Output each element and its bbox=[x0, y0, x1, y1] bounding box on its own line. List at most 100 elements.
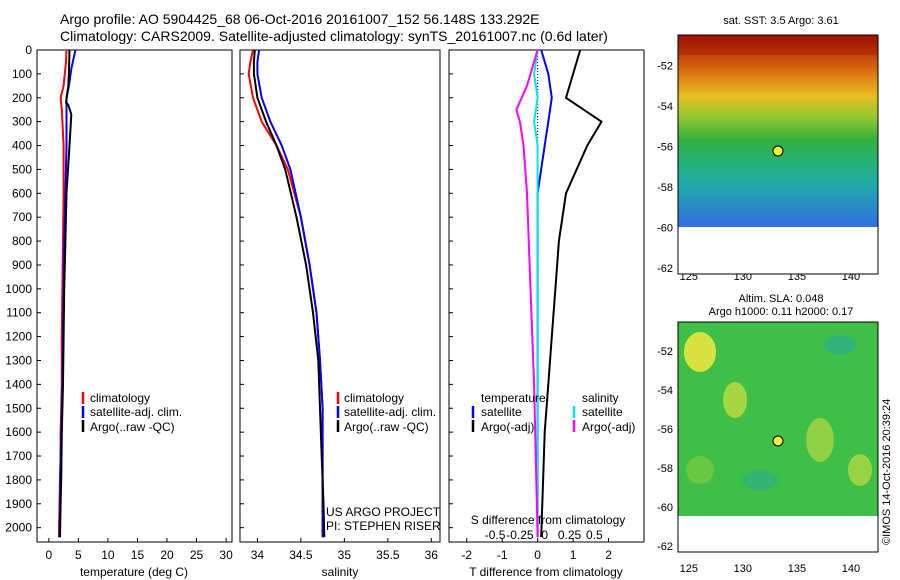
depth-tick-label: 200 bbox=[12, 91, 32, 105]
series-line bbox=[533, 49, 539, 538]
x-tick-label: 36 bbox=[425, 548, 439, 562]
x-tick-top-label: 0.25 bbox=[558, 528, 582, 542]
sla-map-texture bbox=[684, 332, 872, 490]
salinity-axis-label: salinity bbox=[322, 565, 359, 579]
x-tick-label: 2 bbox=[605, 548, 612, 562]
x-tick-label: 34.5 bbox=[289, 548, 313, 562]
legend-climatology: climatology bbox=[344, 391, 404, 405]
lon-tick-label: 125 bbox=[680, 563, 698, 575]
lat-tick-label: -56 bbox=[657, 424, 673, 436]
depth-tick-label: 1900 bbox=[5, 497, 32, 511]
x-tick-label: -2 bbox=[461, 548, 472, 562]
legend-argo: Argo(..raw -QC) bbox=[90, 420, 175, 434]
salinity-legend: climatology satellite-adj. clim. Argo(..… bbox=[336, 391, 436, 434]
legend-argo: Argo(..raw -QC) bbox=[344, 420, 429, 434]
lat-tick-label: -60 bbox=[657, 222, 673, 234]
lon-tick-label: 130 bbox=[734, 563, 752, 575]
depth-tick-label: 800 bbox=[12, 234, 32, 248]
series-line bbox=[540, 49, 603, 538]
legend-s-argo: Argo(-adj) bbox=[582, 420, 635, 434]
depth-tick-label: 700 bbox=[12, 210, 32, 224]
difference-panel bbox=[448, 49, 645, 543]
sla-map-title-1: Altim. SLA: 0.048 bbox=[739, 293, 824, 305]
sla-map-frame bbox=[677, 321, 879, 553]
depth-tick-label: 1600 bbox=[5, 425, 32, 439]
climatology-subtitle: Climatology: CARS2009. Satellite-adjuste… bbox=[60, 28, 608, 44]
legend-t-satellite: satellite bbox=[481, 405, 522, 419]
series-line bbox=[247, 49, 324, 538]
project-annotation: US ARGO PROJECT bbox=[326, 505, 441, 519]
s-difference-axis-label: S difference from climatology bbox=[471, 513, 626, 527]
legend-satellite: satellite-adj. clim. bbox=[90, 405, 182, 419]
legend-climatology: climatology bbox=[90, 391, 150, 405]
x-tick-label: 35 bbox=[338, 548, 352, 562]
lat-tick-label: -54 bbox=[657, 101, 673, 113]
depth-tick-label: 300 bbox=[12, 115, 32, 129]
depth-tick-label: 1500 bbox=[5, 401, 32, 415]
series-line bbox=[252, 49, 326, 538]
sst-map-image bbox=[678, 35, 878, 227]
x-tick-top-label: 0.5 bbox=[586, 528, 603, 542]
x-tick-top-label: -0.5 bbox=[485, 528, 506, 542]
depth-tick-label: 600 bbox=[12, 186, 32, 200]
legend-salinity-heading: salinity bbox=[582, 391, 619, 405]
sst-map-frame bbox=[677, 34, 879, 275]
lat-tick-label: -54 bbox=[657, 385, 673, 397]
legend-satellite: satellite-adj. clim. bbox=[344, 405, 436, 419]
sst-map-title: sat. SST: 3.5 Argo: 3.61 bbox=[723, 15, 839, 27]
x-tick-label: 35.5 bbox=[376, 548, 400, 562]
x-tick-label: 25 bbox=[190, 548, 204, 562]
lat-tick-label: -56 bbox=[657, 141, 673, 153]
depth-tick-label: 1300 bbox=[5, 353, 32, 367]
depth-tick-label: 1000 bbox=[5, 282, 32, 296]
profile-title: Argo profile: AO 5904425_68 06-Oct-2016 … bbox=[60, 11, 540, 27]
x-tick-label: 0 bbox=[45, 548, 52, 562]
depth-tick-label: 0 bbox=[25, 43, 32, 57]
imos-credit: ©IMOS 14-Oct-2016 20:39:24 bbox=[881, 399, 893, 545]
legend-temperature-heading: temperature bbox=[481, 391, 546, 405]
series-line bbox=[536, 49, 553, 538]
x-tick-label: 34 bbox=[251, 548, 265, 562]
x-tick-top-label: -0.25 bbox=[506, 528, 534, 542]
lat-tick-label: -52 bbox=[657, 60, 673, 72]
x-tick-label: 1 bbox=[570, 548, 577, 562]
depth-tick-label: 1400 bbox=[5, 377, 32, 391]
depth-tick-label: 900 bbox=[12, 258, 32, 272]
lat-tick-label: -60 bbox=[657, 502, 673, 514]
depth-tick-label: 400 bbox=[12, 139, 32, 153]
sla-argo-position-marker bbox=[772, 435, 784, 447]
t-difference-axis-label: T difference from climatology bbox=[469, 565, 623, 579]
difference-legend: temperature satellite Argo(-adj) salinit… bbox=[471, 391, 635, 434]
sst-map-nodata bbox=[678, 227, 878, 274]
temperature-axis-label: temperature (deg C) bbox=[80, 565, 188, 579]
x-tick-label: 5 bbox=[75, 548, 82, 562]
depth-tick-label: 500 bbox=[12, 162, 32, 176]
lat-tick-label: -62 bbox=[657, 263, 673, 275]
lon-tick-label: 135 bbox=[788, 563, 806, 575]
lat-tick-label: -52 bbox=[657, 346, 673, 358]
lat-tick-label: -62 bbox=[657, 541, 673, 553]
x-tick-label: 30 bbox=[219, 548, 233, 562]
sla-map-title-2: Argo h1000: 0.11 h2000: 0.17 bbox=[709, 306, 854, 318]
depth-tick-label: 1700 bbox=[5, 449, 32, 463]
depth-tick-label: 2000 bbox=[5, 521, 32, 535]
salinity-panel bbox=[239, 49, 441, 543]
x-tick-label: 15 bbox=[131, 548, 145, 562]
sla-map-nodata bbox=[678, 516, 878, 552]
lat-tick-label: -58 bbox=[657, 182, 673, 194]
temperature-legend: climatology satellite-adj. clim. Argo(..… bbox=[81, 391, 182, 434]
series-line bbox=[515, 49, 539, 538]
x-tick-label: 0 bbox=[534, 548, 541, 562]
sst-map-warm-band bbox=[678, 35, 878, 55]
depth-tick-label: 1200 bbox=[5, 330, 32, 344]
depth-tick-label: 1800 bbox=[5, 473, 32, 487]
series-line bbox=[59, 49, 73, 538]
pi-annotation: PI: STEPHEN RISER bbox=[326, 519, 441, 533]
sst-argo-position-marker bbox=[772, 145, 784, 157]
lat-tick-label: -58 bbox=[657, 463, 673, 475]
depth-tick-label: 1100 bbox=[6, 306, 32, 320]
x-tick-label: 20 bbox=[160, 548, 174, 562]
legend-s-satellite: satellite bbox=[582, 405, 623, 419]
legend-t-argo: Argo(-adj) bbox=[481, 420, 534, 434]
